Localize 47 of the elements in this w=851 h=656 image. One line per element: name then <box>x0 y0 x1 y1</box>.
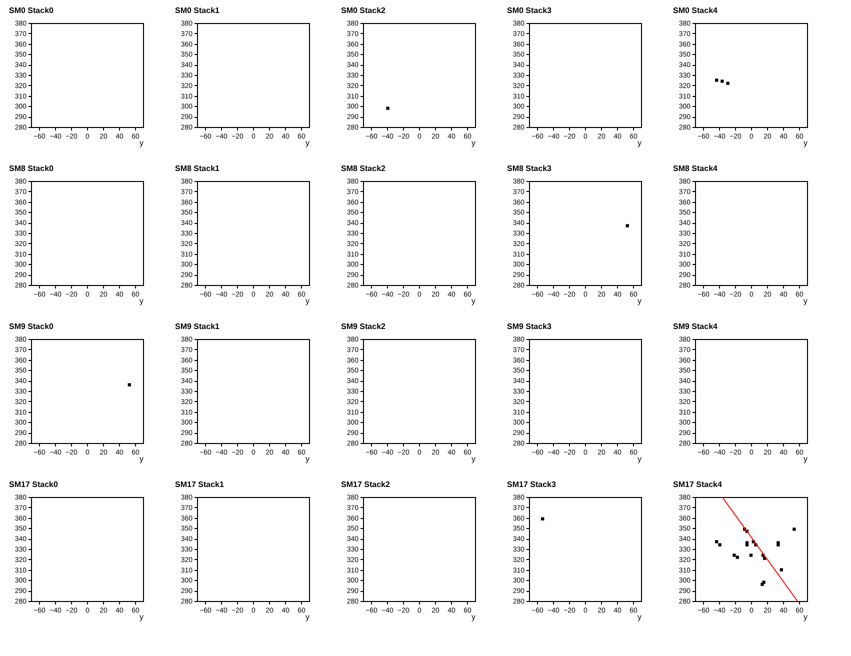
x-axis-title: y <box>638 296 642 306</box>
x-axis-title: y <box>140 612 144 622</box>
chart-title: SM17 Stack4 <box>673 480 722 489</box>
chart-title: SM8 Stack0 <box>9 164 54 173</box>
chart-title: SM0 Stack1 <box>175 6 220 15</box>
chart-title: SM9 Stack0 <box>9 322 54 331</box>
point <box>715 540 718 544</box>
x-axis-title: y <box>306 454 310 464</box>
chart-title: SM0 Stack4 <box>673 6 718 15</box>
x-axis-title: y <box>804 612 808 622</box>
x-axis-title: y <box>472 454 476 464</box>
point <box>792 528 796 531</box>
x-axis-title: y <box>306 296 310 306</box>
chart-title: SM0 Stack3 <box>507 6 552 15</box>
chart-title: SM17 Stack3 <box>507 480 556 489</box>
chart-title: SM0 Stack2 <box>341 6 386 15</box>
x-axis-title: y <box>804 454 808 464</box>
x-axis-title: y <box>638 612 642 622</box>
chart-title: SM0 Stack0 <box>9 6 54 15</box>
point <box>732 554 736 557</box>
x-axis-title: y <box>638 138 642 148</box>
chart-title: SM17 Stack1 <box>175 480 224 489</box>
chart-title: SM9 Stack4 <box>673 322 718 331</box>
x-axis-title: y <box>140 138 144 148</box>
x-axis-title: y <box>140 296 144 306</box>
x-axis-title: y <box>804 296 808 306</box>
chart-title: SM8 Stack1 <box>175 164 220 173</box>
chart-title: SM8 Stack3 <box>507 164 552 173</box>
x-axis-title: y <box>472 612 476 622</box>
chart-title: SM8 Stack2 <box>341 164 386 173</box>
x-axis-title: y <box>306 612 310 622</box>
chart-title: SM9 Stack2 <box>341 322 386 331</box>
point <box>749 554 753 557</box>
point <box>718 543 722 546</box>
chart-title: SM8 Stack4 <box>673 164 718 173</box>
x-axis-title: y <box>140 454 144 464</box>
point <box>736 556 739 559</box>
chart-title: SM17 Stack0 <box>9 480 58 489</box>
x-axis-title: y <box>804 138 808 148</box>
chart-title: SM9 Stack3 <box>507 322 552 331</box>
x-axis-title: y <box>306 138 310 148</box>
point <box>780 568 783 572</box>
chart-title: SM9 Stack1 <box>175 322 220 331</box>
chart-title: SM17 Stack2 <box>341 480 390 489</box>
x-axis-title: y <box>638 454 642 464</box>
x-axis-title: y <box>472 296 476 306</box>
x-axis-title: y <box>472 138 476 148</box>
